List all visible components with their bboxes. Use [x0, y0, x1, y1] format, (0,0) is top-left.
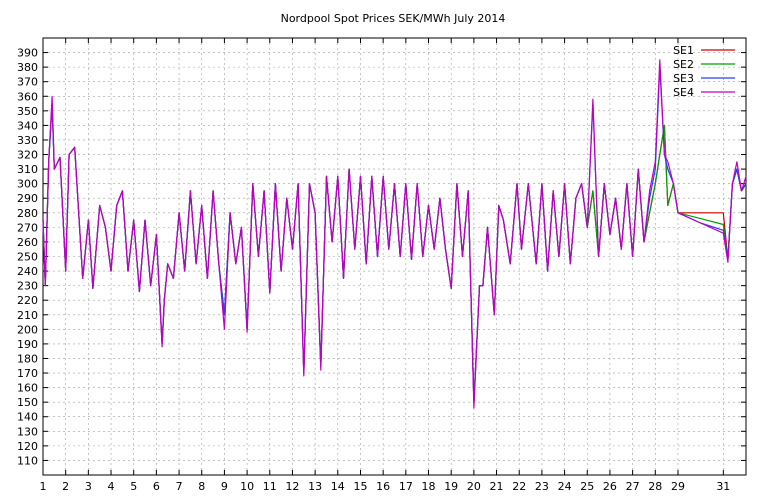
x-tick-label: 4 [108, 480, 115, 493]
y-tick-label: 380 [17, 61, 38, 74]
y-tick-label: 110 [17, 454, 38, 467]
series-line-se4 [42, 59, 747, 409]
y-tick-label: 280 [17, 207, 38, 220]
legend-label-se1: SE1 [673, 44, 694, 57]
axes [42, 37, 747, 476]
x-tick-label: 25 [580, 480, 594, 493]
y-tick-label: 270 [17, 221, 38, 234]
y-tick-label: 300 [17, 178, 38, 191]
x-tick-label: 9 [221, 480, 228, 493]
y-tick-label: 150 [17, 396, 38, 409]
x-tick-label: 29 [671, 480, 685, 493]
y-tick-label: 310 [17, 163, 38, 176]
x-tick-label: 1 [40, 480, 47, 493]
y-tick-label: 320 [17, 149, 38, 162]
y-tick-label: 220 [17, 294, 38, 307]
x-tick-label: 26 [603, 480, 617, 493]
x-tick-label: 5 [130, 480, 137, 493]
series-lines [42, 59, 747, 409]
y-tick-label: 160 [17, 382, 38, 395]
x-tick-label: 23 [535, 480, 549, 493]
x-tick-label: 17 [399, 480, 413, 493]
x-tick-label: 20 [467, 480, 481, 493]
y-tick-label: 210 [17, 309, 38, 322]
y-tick-label: 390 [17, 47, 38, 60]
x-tick-label: 2 [62, 480, 69, 493]
x-tick-label: 12 [285, 480, 299, 493]
x-tick-label: 11 [263, 480, 277, 493]
y-tick-label: 120 [17, 440, 38, 453]
tick-labels: 1101201301401501601701801902002102202302… [17, 47, 730, 493]
y-tick-label: 190 [17, 338, 38, 351]
y-tick-label: 240 [17, 265, 38, 278]
x-tick-label: 19 [444, 480, 458, 493]
y-tick-label: 230 [17, 280, 38, 293]
y-tick-label: 260 [17, 236, 38, 249]
x-tick-label: 14 [331, 480, 345, 493]
legend-label-se4: SE4 [673, 86, 694, 99]
y-tick-label: 330 [17, 134, 38, 147]
y-tick-label: 340 [17, 119, 38, 132]
x-tick-label: 18 [422, 480, 436, 493]
chart-title: Nordpool Spot Prices SEK/MWh July 2014 [281, 12, 506, 25]
x-tick-label: 31 [716, 480, 730, 493]
y-tick-label: 250 [17, 251, 38, 264]
legend-label-se2: SE2 [673, 58, 694, 71]
x-tick-label: 22 [512, 480, 526, 493]
x-tick-label: 10 [240, 480, 254, 493]
y-tick-label: 180 [17, 352, 38, 365]
x-tick-label: 3 [85, 480, 92, 493]
y-tick-label: 170 [17, 367, 38, 380]
y-tick-label: 130 [17, 425, 38, 438]
y-tick-label: 200 [17, 323, 38, 336]
plot-border [42, 37, 747, 476]
y-tick-label: 290 [17, 192, 38, 205]
x-tick-label: 27 [626, 480, 640, 493]
x-tick-label: 13 [308, 480, 322, 493]
x-tick-label: 8 [198, 480, 205, 493]
legend-label-se3: SE3 [673, 72, 694, 85]
x-tick-label: 15 [353, 480, 367, 493]
x-tick-label: 21 [490, 480, 504, 493]
y-tick-label: 140 [17, 411, 38, 424]
x-tick-label: 24 [558, 480, 572, 493]
x-tick-label: 6 [153, 480, 160, 493]
x-tick-label: 16 [376, 480, 390, 493]
y-tick-label: 370 [17, 76, 38, 89]
y-tick-label: 350 [17, 105, 38, 118]
x-tick-label: 7 [176, 480, 183, 493]
y-tick-label: 360 [17, 90, 38, 103]
x-tick-label: 28 [648, 480, 662, 493]
